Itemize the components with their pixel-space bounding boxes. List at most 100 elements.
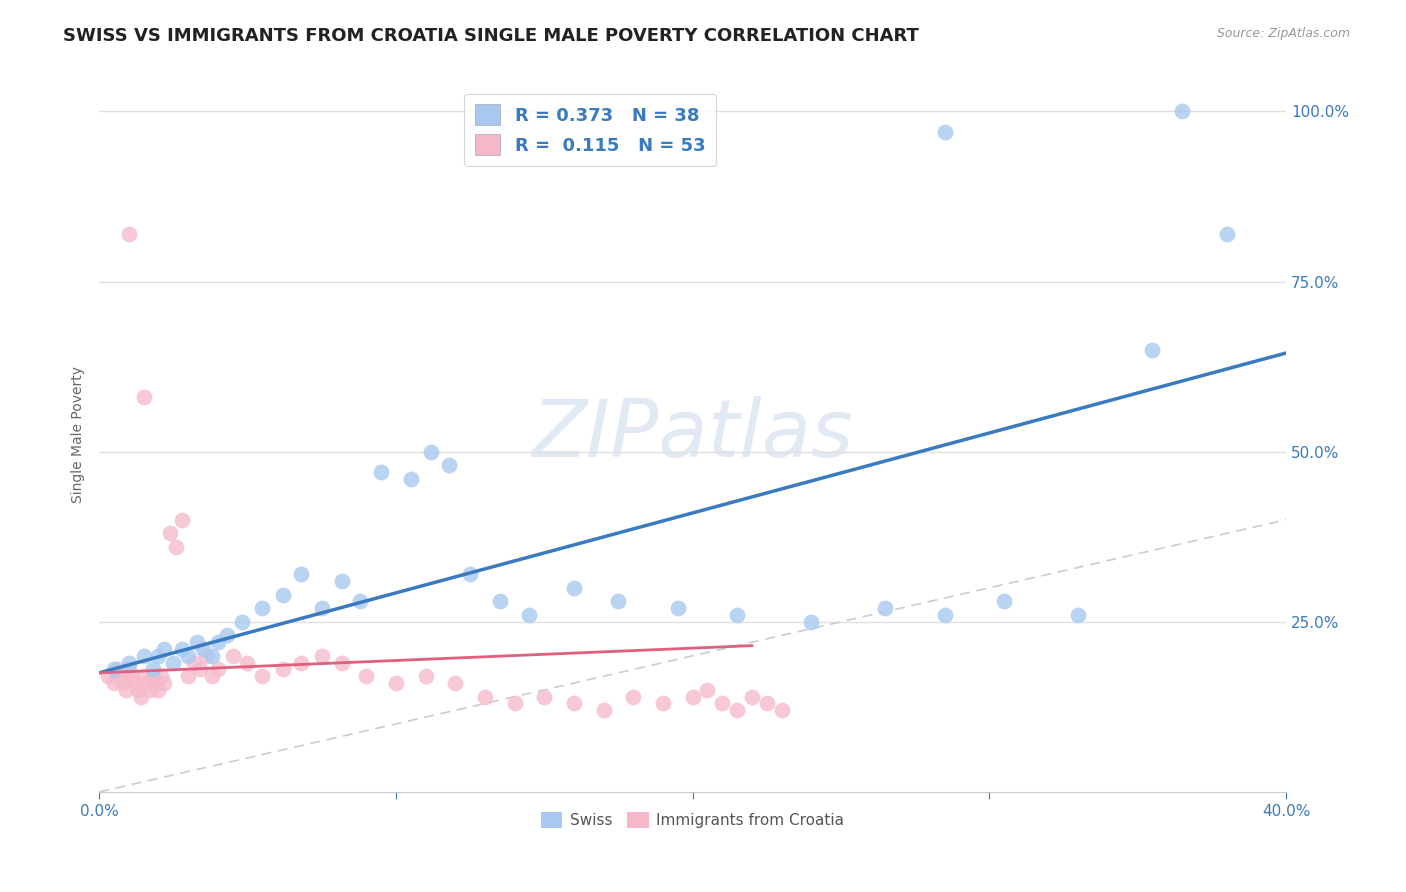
Point [875, 601, 897, 615]
Point [186, 635, 208, 649]
Point [1215, 227, 1237, 241]
Point [370, 465, 392, 479]
Point [97, 669, 120, 683]
Point [1142, 343, 1164, 357]
Point [132, 669, 155, 683]
Point [415, 669, 437, 683]
Y-axis label: Single Male Poverty: Single Male Poverty [72, 367, 86, 503]
Point [221, 648, 243, 663]
Point [177, 669, 200, 683]
Point [741, 690, 763, 704]
Point [800, 615, 823, 629]
Point [290, 656, 312, 670]
Point [666, 601, 689, 615]
Point [207, 635, 229, 649]
Point [129, 690, 152, 704]
Point [114, 682, 136, 697]
Point [349, 594, 371, 608]
Point [118, 656, 141, 670]
Point [207, 663, 229, 677]
Point [444, 676, 467, 690]
Legend: Swiss, Immigrants from Croatia: Swiss, Immigrants from Croatia [534, 806, 851, 834]
Point [562, 697, 585, 711]
Point [533, 690, 555, 704]
Point [517, 607, 540, 622]
Point [562, 581, 585, 595]
Point [621, 690, 644, 704]
Point [725, 607, 748, 622]
Point [711, 697, 734, 711]
Point [458, 567, 481, 582]
Point [183, 656, 205, 670]
Point [934, 125, 956, 139]
Point [311, 601, 333, 615]
Point [607, 594, 630, 608]
Point [934, 607, 956, 622]
Point [148, 648, 170, 663]
Point [132, 390, 155, 404]
Point [385, 676, 408, 690]
Point [118, 663, 141, 677]
Point [271, 588, 294, 602]
Point [141, 669, 163, 683]
Point [103, 663, 125, 677]
Point [439, 458, 461, 473]
Point [141, 663, 163, 677]
Point [236, 656, 259, 670]
Point [103, 676, 125, 690]
Point [172, 513, 194, 527]
Point [162, 656, 184, 670]
Point [592, 703, 614, 717]
Point [503, 697, 526, 711]
Point [399, 472, 422, 486]
Point [420, 444, 443, 458]
Point [1171, 104, 1194, 119]
Text: Source: ZipAtlas.com: Source: ZipAtlas.com [1216, 27, 1350, 40]
Point [194, 648, 217, 663]
Text: ZIPatlas: ZIPatlas [531, 396, 853, 474]
Point [651, 697, 673, 711]
Point [138, 682, 160, 697]
Point [172, 642, 194, 657]
Point [108, 669, 131, 683]
Text: SWISS VS IMMIGRANTS FROM CROATIA SINGLE MALE POVERTY CORRELATION CHART: SWISS VS IMMIGRANTS FROM CROATIA SINGLE … [63, 27, 920, 45]
Point [770, 703, 793, 717]
Point [993, 594, 1015, 608]
Point [118, 227, 141, 241]
Point [127, 682, 149, 697]
Point [488, 594, 510, 608]
Point [474, 690, 496, 704]
Point [148, 682, 170, 697]
Point [682, 690, 704, 704]
Point [354, 669, 377, 683]
Point [188, 663, 211, 677]
Point [177, 648, 200, 663]
Point [215, 628, 238, 642]
Point [135, 676, 157, 690]
Point [271, 663, 294, 677]
Point [150, 669, 173, 683]
Point [201, 648, 224, 663]
Point [332, 656, 354, 670]
Point [153, 676, 176, 690]
Point [105, 663, 128, 677]
Point [132, 648, 155, 663]
Point [121, 669, 143, 683]
Point [755, 697, 778, 711]
Point [191, 642, 214, 657]
Point [165, 540, 187, 554]
Point [332, 574, 354, 588]
Point [111, 676, 134, 690]
Point [159, 526, 181, 541]
Point [252, 601, 274, 615]
Point [153, 642, 176, 657]
Point [252, 669, 274, 683]
Point [290, 567, 312, 582]
Point [311, 648, 333, 663]
Point [124, 676, 146, 690]
Point [231, 615, 253, 629]
Point [201, 669, 224, 683]
Point [1067, 607, 1090, 622]
Point [725, 703, 748, 717]
Point [696, 682, 718, 697]
